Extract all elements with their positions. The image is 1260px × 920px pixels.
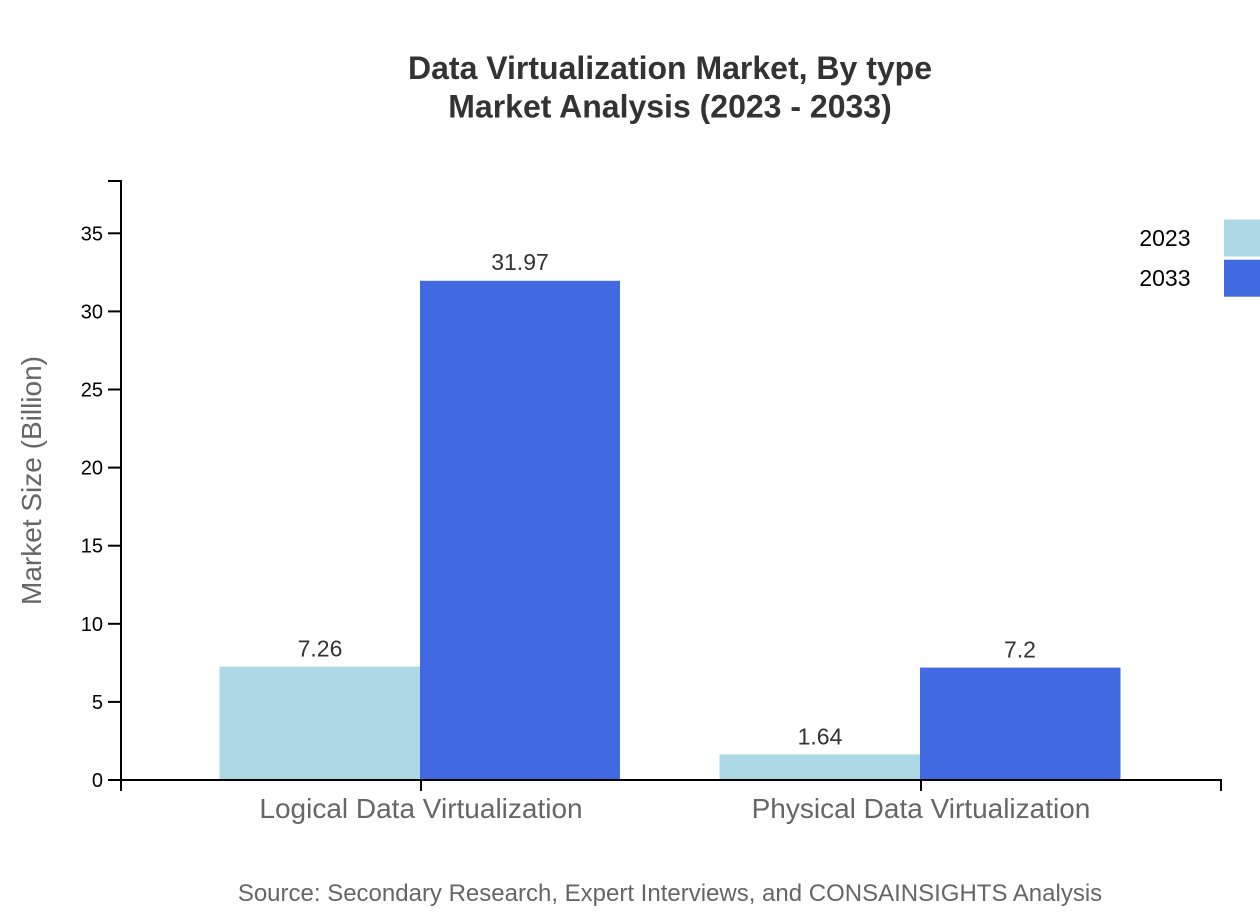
svg-text:2023: 2023 <box>1139 225 1190 251</box>
svg-text:Data Virtualization Market, By: Data Virtualization Market, By type <box>408 50 932 86</box>
svg-text:Physical Data Virtualization: Physical Data Virtualization <box>752 793 1091 824</box>
svg-text:7.2: 7.2 <box>1004 636 1036 662</box>
svg-text:5: 5 <box>92 692 103 714</box>
svg-text:31.97: 31.97 <box>491 249 549 275</box>
svg-text:7.26: 7.26 <box>298 635 343 661</box>
svg-text:10: 10 <box>81 614 103 636</box>
svg-text:2033: 2033 <box>1139 265 1190 291</box>
svg-text:Market Analysis (2023 - 2033): Market Analysis (2023 - 2033) <box>448 88 892 124</box>
svg-text:0: 0 <box>92 770 103 792</box>
svg-text:35: 35 <box>81 223 103 245</box>
svg-text:Source: Secondary Research, Ex: Source: Secondary Research, Expert Inter… <box>238 880 1102 907</box>
svg-text:Market Size (Billion): Market Size (Billion) <box>16 356 47 605</box>
svg-text:25: 25 <box>81 380 103 402</box>
svg-text:Logical Data Virtualization: Logical Data Virtualization <box>259 793 582 824</box>
svg-text:30: 30 <box>81 301 103 323</box>
svg-text:1.64: 1.64 <box>798 723 843 749</box>
svg-text:15: 15 <box>81 536 103 558</box>
svg-text:20: 20 <box>81 458 103 480</box>
